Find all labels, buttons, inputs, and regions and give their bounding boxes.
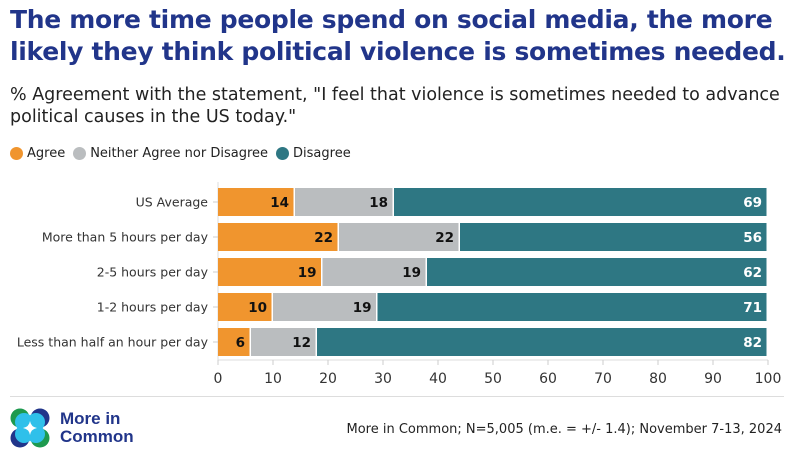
category-label: 1-2 hours per day	[97, 300, 209, 315]
x-tick-label: 0	[214, 371, 223, 387]
source-note: More in Common; N=5,005 (m.e. = +/- 1.4)…	[346, 422, 783, 437]
data-label: 10	[248, 300, 267, 316]
logo: More in Common	[10, 408, 134, 448]
bar-agree	[218, 223, 338, 251]
x-tick-label: 60	[539, 371, 557, 387]
legend-label: Disagree	[293, 146, 351, 161]
data-label: 19	[298, 265, 317, 281]
data-label: 69	[743, 195, 762, 211]
legend-item: Neither Agree nor Disagree	[73, 146, 268, 161]
bar-disagree	[394, 188, 767, 216]
data-label: 6	[236, 335, 245, 351]
data-label: 82	[743, 335, 762, 351]
x-tick-label: 20	[319, 371, 337, 387]
bar-agree	[218, 258, 321, 286]
bar-agree	[218, 188, 294, 216]
chart-title: The more time people spend on social med…	[10, 5, 786, 66]
data-label: 14	[270, 195, 289, 211]
bar-agree	[218, 328, 250, 356]
legend: Agree Neither Agree nor Disagree Disagree	[10, 146, 351, 161]
x-tick-label: 30	[374, 371, 392, 387]
legend-item: Disagree	[276, 146, 351, 161]
legend-label: Agree	[27, 146, 66, 161]
x-tick-label: 50	[484, 371, 502, 387]
x-tick-label: 80	[649, 371, 667, 387]
bar-neither-agree-nor-disagree	[322, 258, 426, 286]
bar-chart: 0 10 20 30 40 50 60 70 80 90 100 US Average 14 18 69 Mo…	[17, 182, 782, 387]
bar-disagree	[377, 293, 767, 321]
category-label: Less than half an hour per day	[17, 335, 209, 350]
legend-label: Neither Agree nor Disagree	[90, 146, 269, 161]
legend-swatch	[73, 147, 87, 160]
category-label: 2-5 hours per day	[97, 265, 209, 280]
legend-swatch	[10, 147, 23, 160]
bar-disagree	[317, 328, 767, 356]
bar-neither-agree-nor-disagree	[251, 328, 316, 356]
logo-line1: More in	[60, 409, 121, 428]
data-label: 22	[314, 230, 333, 246]
divider	[10, 396, 784, 397]
data-label: 19	[402, 265, 421, 281]
x-tick-label: 100	[755, 371, 782, 387]
data-label: 22	[435, 230, 454, 246]
logo-line2: Common	[60, 427, 134, 446]
bar-neither-agree-nor-disagree	[295, 188, 393, 216]
data-label: 71	[743, 300, 762, 316]
data-label: 12	[292, 335, 311, 351]
legend-item: Agree	[10, 146, 65, 161]
bar-neither-agree-nor-disagree	[273, 293, 376, 321]
x-tick-label: 40	[429, 371, 447, 387]
bar-disagree	[427, 258, 767, 286]
category-label: US Average	[136, 195, 209, 210]
bar-neither-agree-nor-disagree	[339, 223, 459, 251]
legend-swatch	[276, 147, 290, 160]
data-label: 19	[353, 300, 372, 316]
bar-agree	[218, 293, 272, 321]
bar-disagree	[460, 223, 767, 251]
category-label: More than 5 hours per day	[42, 230, 209, 245]
logo-icon	[10, 408, 50, 448]
x-tick-label: 10	[264, 371, 282, 387]
data-label: 18	[369, 195, 388, 211]
x-tick-label: 90	[704, 371, 722, 387]
data-label: 56	[743, 230, 762, 246]
x-tick-label: 70	[594, 371, 612, 387]
chart-subtitle: % Agreement with the statement, "I feel …	[10, 85, 780, 127]
data-label: 62	[743, 265, 762, 281]
